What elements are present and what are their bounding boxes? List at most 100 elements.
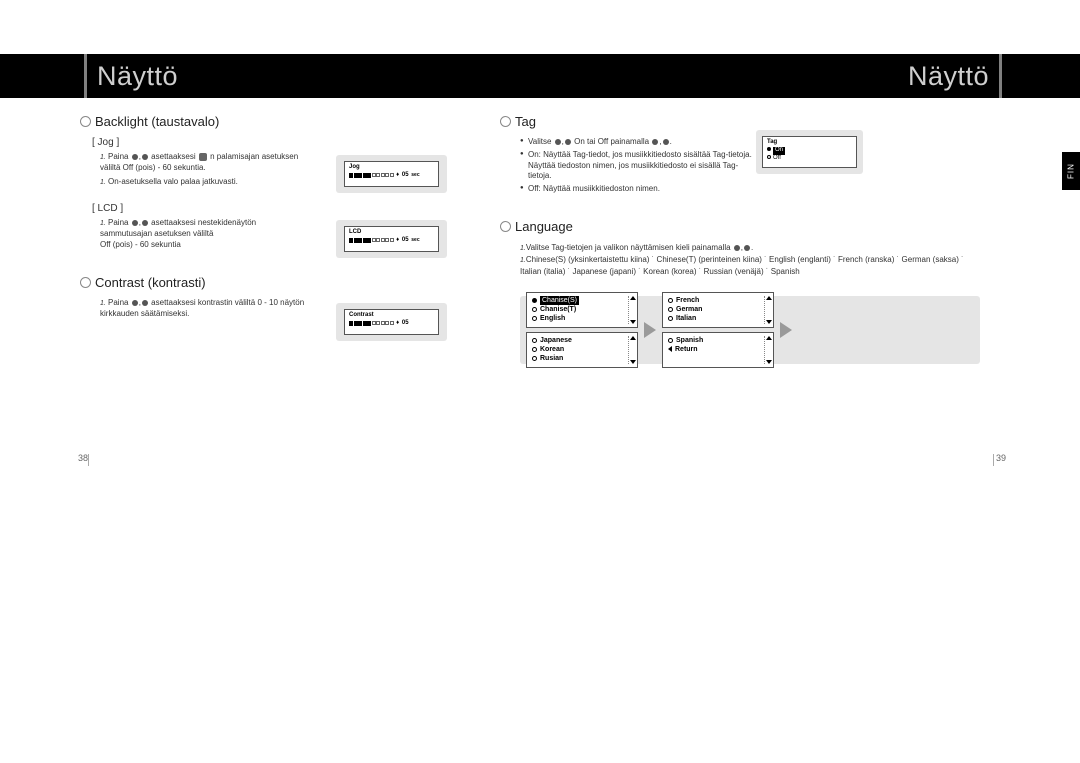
bar-meter: ♦ 05 [349, 320, 434, 326]
language-tab: FIN [1062, 152, 1080, 190]
lcd-label: [ LCD ] [92, 203, 480, 214]
lang-box-2: Japanese Korean Rusian [526, 332, 638, 368]
language-title-text: Language [515, 219, 573, 234]
knob-icon [734, 245, 740, 251]
lang-b4-r1: Spanish [676, 337, 703, 344]
circle-icon [532, 307, 537, 312]
knob-icon [744, 245, 750, 251]
scroll-indicator [764, 336, 771, 364]
contrast-text-a: Paina [108, 298, 128, 307]
lang-b3-r3: Italian [676, 315, 696, 322]
jog-step-num: 1. [100, 153, 108, 162]
tag-b1-a: Valitse [528, 137, 551, 146]
lcd-text-a: Paina [108, 218, 128, 227]
jog-text-a: Paina [108, 152, 128, 161]
circle-icon [668, 316, 673, 321]
knob-icon [565, 139, 571, 145]
section-language-title: Language [500, 219, 1002, 234]
tag-lcd-screen: Tag On Off [762, 136, 857, 168]
jog-lcd-panel: Jog ♦ 05 sec [336, 155, 447, 193]
contrast-step-text: 1.Paina , asettaaksesi kontrastin välilt… [100, 298, 310, 320]
triangle-left-icon [668, 346, 672, 352]
knob-icon [142, 220, 148, 226]
lcd-lcd-panel: LCD ♦ 05 sec [336, 220, 447, 258]
lang-b1-r1: Chanise(S) [540, 296, 579, 305]
jog-note: 1.On-asetuksella valo palaa jatkuvasti. [100, 177, 310, 188]
jog-lcd-suffix: sec [411, 172, 419, 178]
language-step-text: 1.Valitse Tag-tietojen ja valikon näyttä… [520, 242, 1002, 254]
device-icon [199, 153, 207, 161]
knob-icon [663, 139, 669, 145]
lang-b1-r2: Chanise(T) [540, 306, 576, 313]
tag-opt-on: On [773, 147, 785, 155]
tag-bullet-2: On: Näyttää Tag-tiedot, jos musiikkitied… [520, 150, 752, 182]
knob-icon [132, 154, 138, 160]
tag-title-text: Tag [515, 114, 536, 129]
ring-icon [80, 277, 91, 288]
tag-lcd-panel: Tag On Off [756, 130, 863, 174]
language-list-2: Italian (italia) ˙ Japanese (japani) ˙ K… [520, 266, 1002, 277]
knob-icon [555, 139, 561, 145]
dot-icon [532, 298, 537, 303]
lcd-lcd-title: LCD [349, 229, 434, 235]
bar-meter: ♦ 05 sec [349, 172, 434, 178]
lang-b3-r2: German [676, 306, 702, 313]
contrast-title-text: Contrast (kontrasti) [95, 275, 206, 290]
lcd-lcd-value: 05 [402, 237, 409, 243]
lang-box-1: Chanise(S) Chanise(T) English [526, 292, 638, 328]
lang-line2: Chinese(S) (yksinkertaistettu kiina) ˙ C… [526, 255, 964, 264]
circle-icon [532, 338, 537, 343]
knob-icon [652, 139, 658, 145]
contrast-lcd-panel: Contrast ♦ 05 [336, 303, 447, 341]
knob-icon [132, 300, 138, 306]
section-backlight-title: Backlight (taustavalo) [80, 114, 480, 129]
scroll-indicator [764, 296, 771, 324]
tag-b1-b: On tai Off painamalla [574, 137, 649, 146]
lcd-step-num: 1. [100, 219, 108, 228]
tag-lcd-title: Tag [767, 139, 777, 145]
lang-b3-r1: French [676, 297, 699, 304]
knob-icon [132, 220, 138, 226]
lcd-text-c: Off (pois) - 60 sekuntia [100, 240, 181, 249]
lang-b1-r3: English [540, 315, 565, 322]
ring-icon [80, 116, 91, 127]
lang-box-3: French German Italian [662, 292, 774, 328]
header-title-left: Näyttö [84, 54, 178, 98]
backlight-title-text: Backlight (taustavalo) [95, 114, 219, 129]
jog-lcd-title: Jog [349, 164, 434, 170]
ring-icon [500, 221, 511, 232]
circle-icon [767, 155, 771, 159]
left-column: Backlight (taustavalo) [ Jog ] 1.Paina ,… [80, 114, 480, 319]
knob-icon [142, 300, 148, 306]
arrow-right-icon [780, 322, 792, 338]
page-number-right: 39 [996, 453, 1006, 463]
jog-label: [ Jog ] [92, 137, 480, 148]
lang-b2-r1: Japanese [540, 337, 572, 344]
arrow-right-icon [644, 322, 656, 338]
jog-text-b: asettaaksesi [151, 152, 195, 161]
lang-b2-r2: Korean [540, 346, 564, 353]
right-column: Tag Valitse , On tai Off painamalla ,. O… [500, 114, 1002, 277]
circle-icon [532, 347, 537, 352]
lang-box-4: Spanish Return [662, 332, 774, 368]
lcd-lcd-screen: LCD ♦ 05 sec [344, 226, 439, 252]
contrast-text-b: asettaaksesi kontrastin väliltä 0 - 10 n… [100, 298, 304, 318]
section-contrast-title: Contrast (kontrasti) [80, 275, 480, 290]
knob-icon [142, 154, 148, 160]
margin-rule-left [88, 454, 89, 466]
lang-b2-r3: Rusian [540, 355, 563, 362]
tag-bullet-1: Valitse , On tai Off painamalla ,. [520, 137, 752, 148]
page-number-left: 38 [78, 453, 88, 463]
jog-step-text: 1.Paina , asettaaksesi n palamisajan ase… [100, 152, 310, 174]
lcd-step-text: 1.Paina , asettaaksesi nestekidenäytön s… [100, 218, 310, 250]
contrast-lcd-value: 05 [402, 320, 409, 326]
jog-lcd-screen: Jog ♦ 05 sec [344, 161, 439, 187]
language-list-1: 1.Chinese(S) (yksinkertaistettu kiina) ˙… [520, 254, 1002, 266]
jog-note-text: On-asetuksella valo palaa jatkuvasti. [108, 177, 238, 186]
language-screens-panel: Chanise(S) Chanise(T) English Japanese K… [520, 296, 980, 364]
jog-lcd-value: 05 [402, 172, 409, 178]
lang-b4-r2: Return [675, 346, 698, 353]
circle-icon [532, 356, 537, 361]
margin-rule-right [993, 454, 994, 466]
contrast-lcd-title: Contrast [349, 312, 434, 318]
